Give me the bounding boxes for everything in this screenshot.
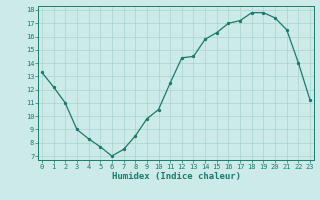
X-axis label: Humidex (Indice chaleur): Humidex (Indice chaleur) <box>111 172 241 181</box>
